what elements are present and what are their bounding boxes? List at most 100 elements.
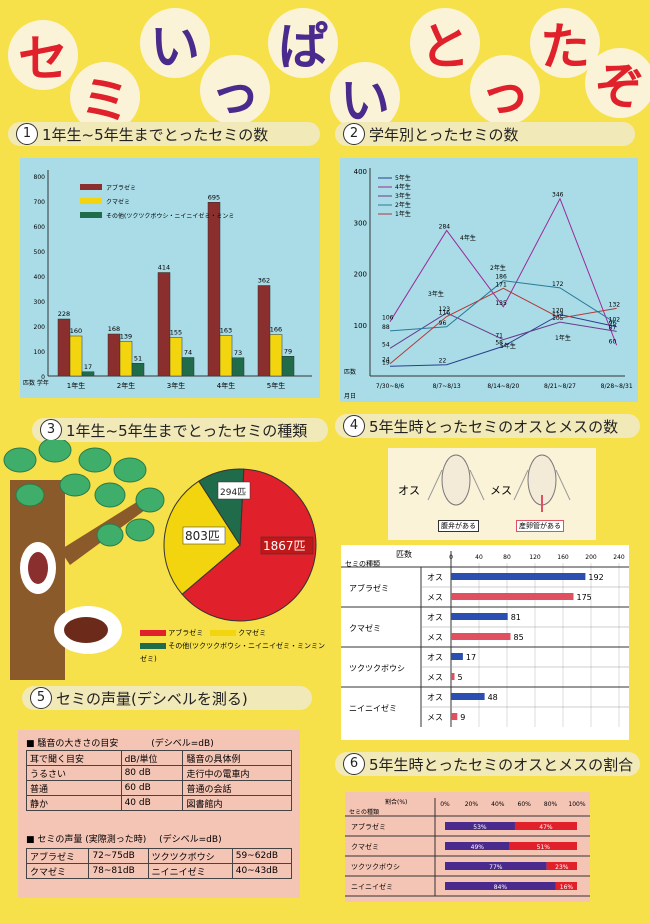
noise-head1: ■ 騒音の大きさの目安 <box>26 739 119 749</box>
data-label: 73 <box>234 349 242 357</box>
data-label: 71 <box>495 333 503 340</box>
bar <box>107 333 121 377</box>
bar-female <box>546 862 577 870</box>
species-label: ニイニイゼミ <box>349 703 397 713</box>
data-label: 175 <box>577 593 592 602</box>
y-tick-label: 300 <box>354 219 367 227</box>
slice-label-box <box>217 481 251 500</box>
chart-3-legend: アブラゼミ クマゼミ その他(ツクツクボウシ・ニイニイゼミ・ミンミンゼミ) <box>140 627 330 666</box>
x-tick-label: 5年生 <box>267 381 285 390</box>
noise-panel: ■ 騒音の大きさの目安 (デシベル=dB) 耳で聞く目安 dB/単位 騒音の具体例 … <box>18 730 300 898</box>
section-3-header: 3 1年生~5年生までとったセミの種類 <box>32 418 328 442</box>
data-label: 228 <box>58 310 70 318</box>
data-label: 9 <box>460 713 465 722</box>
data-label: 85 <box>514 633 524 642</box>
slice-label: 803匹 <box>185 529 220 543</box>
legend-abura: アブラゼミ <box>168 629 204 637</box>
cell: 80 dB <box>120 765 184 781</box>
y-tick-label: 500 <box>34 249 46 256</box>
x-tick-label: 8/28~8/31 <box>601 383 633 390</box>
species-label: ニイニイゼミ <box>351 882 393 891</box>
data-label: 120 <box>552 308 564 315</box>
data-label: 58 <box>495 339 503 346</box>
section-6-number: 6 <box>343 753 365 775</box>
diagram-male-label: オス <box>398 484 420 497</box>
data-label: 22 <box>439 358 447 365</box>
data-label: 51% <box>537 844 551 851</box>
data-label: 49% <box>471 844 485 851</box>
x-tick-label: 7/30~8/6 <box>376 383 404 390</box>
female-cicada-icon <box>513 454 571 512</box>
y-axis-label: 匹数 <box>344 368 356 376</box>
x-tick-label: 40% <box>491 801 505 808</box>
data-label: 77% <box>489 864 503 871</box>
bar <box>169 337 183 377</box>
data-label: 5 <box>458 673 463 682</box>
x-tick-label: 120 <box>529 554 541 561</box>
section-6-title: 5年生時とったセミのオスとメスの割合 <box>369 755 634 774</box>
species-label: ツクツクボウシ <box>349 664 405 673</box>
x-tick-label: 60% <box>518 801 532 808</box>
cell: ニイニイゼミ <box>147 863 233 879</box>
x-tick-label: 2年生 <box>117 381 135 390</box>
x-tick-label: 160 <box>557 554 569 561</box>
bar <box>81 371 95 377</box>
cell: アブラゼミ <box>25 848 90 864</box>
legend-swatch-abura <box>140 630 166 636</box>
bar <box>231 357 245 377</box>
legend-kuma: クマゼミ <box>238 629 267 637</box>
chart-1-bar: 0100200300400500600700800228160171年生1681… <box>23 170 312 390</box>
data-label: 166 <box>270 326 282 334</box>
cell: うるさい <box>26 765 122 781</box>
section-4-header: 4 5年生時とったセミのオスとメスの数 <box>335 414 640 438</box>
sex-label: オス <box>427 693 443 702</box>
bar <box>119 341 133 377</box>
species-label: クマゼミ <box>351 842 379 851</box>
data-label: 23% <box>555 864 569 871</box>
series-line <box>389 197 618 346</box>
sex-label: メス <box>427 713 443 722</box>
bar-male <box>445 842 510 850</box>
annotation: 2年生 <box>490 264 506 272</box>
x-tick-label: 240 <box>613 554 625 561</box>
cell: 59~62dB <box>231 848 293 864</box>
bar <box>281 356 295 377</box>
title-char: ぱ <box>268 8 338 78</box>
y-tick-label: 200 <box>34 324 46 331</box>
sex-label: オス <box>427 653 443 662</box>
data-label: 24 <box>382 357 390 364</box>
chart-6-panel: 割合(%) セミの種類 0% 20% 40% 60% 80% 100% アブラゼミ 53% 47% ク… <box>345 792 590 902</box>
title-char: ミ <box>70 62 140 132</box>
chart-1-panel: 0 100 200 300 400 500 600 700 800 228 160 17 1年生 168 1… <box>20 158 320 398</box>
header-pct: 割合(%) <box>385 798 407 806</box>
y-tick-label: 0 <box>41 374 45 381</box>
cell: 60 dB <box>120 780 184 796</box>
data-label: 695 <box>208 193 220 201</box>
sex-label: メス <box>427 673 443 682</box>
bar <box>451 633 511 640</box>
legend-label: アブラゼミ <box>106 184 136 192</box>
cell: 普通の会話 <box>182 780 292 796</box>
data-label: 414 <box>158 264 170 272</box>
y-tick-label: 100 <box>354 322 367 330</box>
slice-label: 294匹 <box>220 487 246 498</box>
annotation: 5年生 <box>500 342 516 350</box>
data-label: 192 <box>588 573 603 582</box>
section-4-number: 4 <box>343 415 365 437</box>
header-species: セミの種類 <box>349 808 379 816</box>
x-tick-label: 200 <box>585 554 597 561</box>
data-label: 102 <box>609 317 621 324</box>
bar <box>451 593 574 600</box>
noise-heading-2: ■ セミの声量 (実際測った時) (デシベル=dB) <box>26 832 222 845</box>
pie-slice <box>181 468 317 622</box>
data-label: 54 <box>382 341 390 348</box>
slice-label-box <box>182 526 226 545</box>
title-char: と <box>410 8 480 78</box>
section-3-title: 1年生~5年生までとったセミの種類 <box>66 421 308 440</box>
data-label: 171 <box>495 281 507 288</box>
legend-label: 3年生 <box>395 192 411 200</box>
title-char: っ <box>200 55 270 125</box>
bar <box>57 318 71 377</box>
section-2-header: 2 学年別とったセミの数 <box>335 122 635 146</box>
male-note: 腹弁がある <box>438 520 479 532</box>
